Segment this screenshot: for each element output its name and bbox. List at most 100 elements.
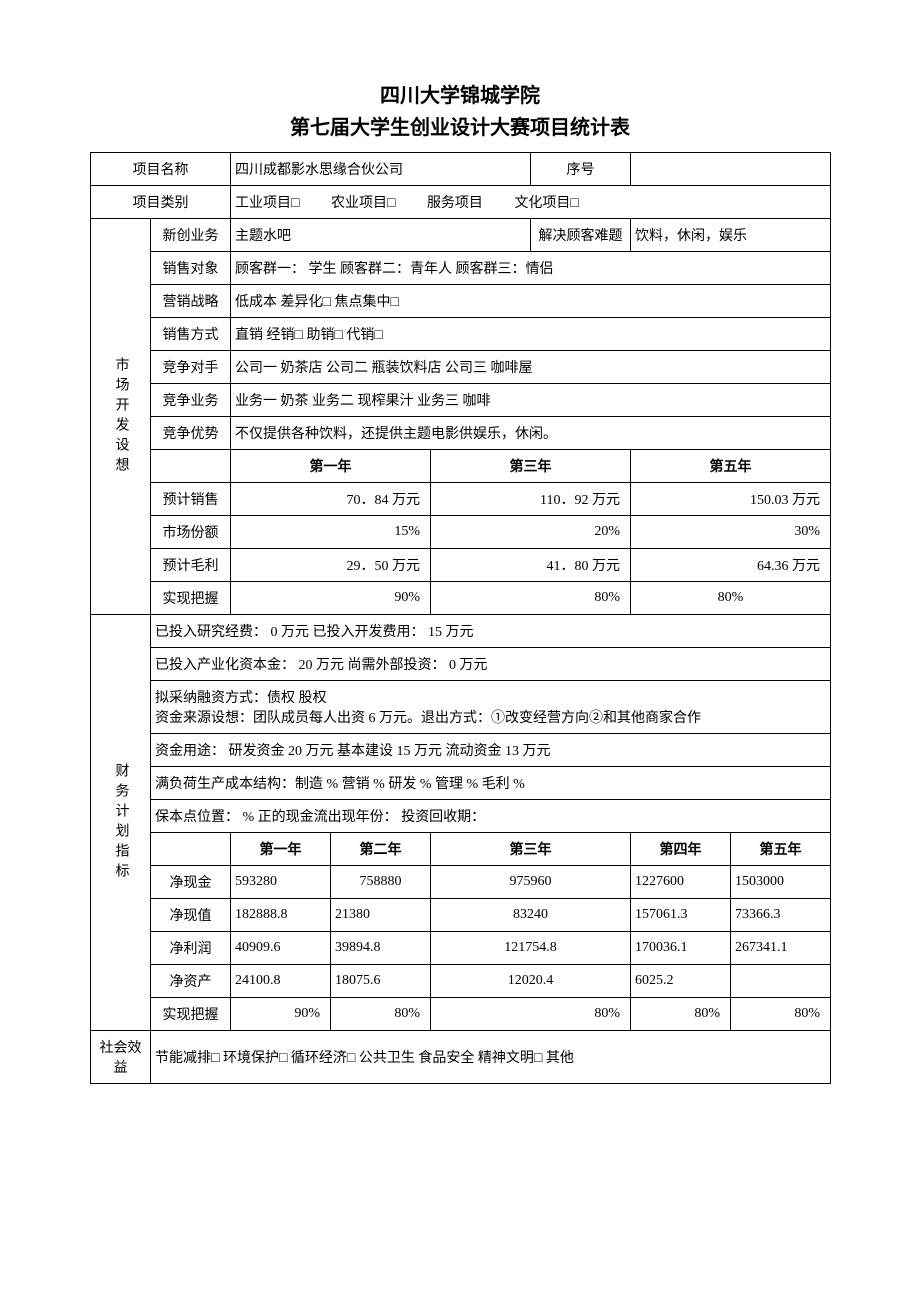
table-row: 社会效益 节能减排□ 环境保护□ 循环经济□ 公共卫生 食品安全 精神文明□ 其…: [91, 1031, 831, 1084]
statistics-table: 项目名称 四川成都影水思缘合伙公司 序号 项目类别 工业项目□ 农业项目□ 服务…: [90, 152, 831, 1084]
table-row: 已投入产业化资本金： 20 万元 尚需外部投资： 0 万元: [91, 648, 831, 681]
net-asset-y2: 18075.6: [331, 965, 431, 998]
mconf-y1: 90%: [231, 582, 431, 615]
project-name-label: 项目名称: [91, 153, 231, 186]
forecast-sales-y1: 70．84 万元: [231, 483, 431, 516]
method-label: 销售方式: [151, 318, 231, 351]
forecast-sales-y3: 110．92 万元: [431, 483, 631, 516]
table-row: 实现把握 90% 80% 80%: [91, 582, 831, 615]
net-profit-y5: 267341.1: [731, 932, 831, 965]
forecast-sales-y5: 150.03 万元: [631, 483, 831, 516]
cat-option: 服务项目: [427, 196, 483, 211]
mconf-y5: 80%: [631, 582, 831, 615]
year1-head: 第一年: [231, 450, 431, 483]
fin-y2-head: 第二年: [331, 833, 431, 866]
gross-y5: 64.36 万元: [631, 549, 831, 582]
table-row: 财务计划指标 已投入研究经费： 0 万元 已投入开发费用： 15 万元: [91, 615, 831, 648]
fin-y1-head: 第一年: [231, 833, 331, 866]
table-row: 市场开发设想 新创业务 主题水吧 解决顾客难题 饮料，休闲，娱乐: [91, 219, 831, 252]
social-value: 节能减排□ 环境保护□ 循环经济□ 公共卫生 食品安全 精神文明□ 其他: [151, 1031, 831, 1084]
share-y1: 15%: [231, 516, 431, 549]
new-biz-value: 主题水吧: [231, 219, 531, 252]
table-row: 竞争对手 公司一 奶茶店 公司二 瓶装饮料店 公司三 咖啡屋: [91, 351, 831, 384]
target-value: 顾客群一： 学生 顾客群二：青年人 顾客群三：情侣: [231, 252, 831, 285]
table-row: 净资产 24100.8 18075.6 12020.4 6025.2: [91, 965, 831, 998]
table-row: 满负荷生产成本结构：制造 % 营销 % 研发 % 管理 % 毛利 %: [91, 767, 831, 800]
npv-y2: 21380: [331, 899, 431, 932]
table-row: 第一年 第三年 第五年: [91, 450, 831, 483]
forecast-sales-label: 预计销售: [151, 483, 231, 516]
net-asset-label: 净资产: [151, 965, 231, 998]
section-finance-label: 财务计划指标: [91, 615, 151, 1031]
table-row: 净现金 593280 758880 975960 1227600 1503000: [91, 866, 831, 899]
fin-y4-head: 第四年: [631, 833, 731, 866]
table-row: 竞争优势 不仅提供各种饮料，还提供主题电影供娱乐，休闲。: [91, 417, 831, 450]
fconf-y4: 80%: [631, 998, 731, 1031]
category-values: 工业项目□ 农业项目□ 服务项目 文化项目□: [231, 186, 831, 219]
table-row: 第一年 第二年 第三年 第四年 第五年: [91, 833, 831, 866]
net-profit-y4: 170036.1: [631, 932, 731, 965]
table-row: 项目类别 工业项目□ 农业项目□ 服务项目 文化项目□: [91, 186, 831, 219]
table-row: 市场份额 15% 20% 30%: [91, 516, 831, 549]
net-asset-y1: 24100.8: [231, 965, 331, 998]
solve-value: 饮料，休闲，娱乐: [631, 219, 831, 252]
gross-y1: 29．50 万元: [231, 549, 431, 582]
finance-row1: 已投入研究经费： 0 万元 已投入开发费用： 15 万元: [151, 615, 831, 648]
net-profit-y1: 40909.6: [231, 932, 331, 965]
mconf-label: 实现把握: [151, 582, 231, 615]
finance-row6: 保本点位置： % 正的现金流出现年份： 投资回收期：: [151, 800, 831, 833]
table-row: 预计销售 70．84 万元 110．92 万元 150.03 万元: [91, 483, 831, 516]
finance-row2: 已投入产业化资本金： 20 万元 尚需外部投资： 0 万元: [151, 648, 831, 681]
competitor-value: 公司一 奶茶店 公司二 瓶装饮料店 公司三 咖啡屋: [231, 351, 831, 384]
net-cash-y3: 975960: [431, 866, 631, 899]
net-cash-y4: 1227600: [631, 866, 731, 899]
fconf-y2: 80%: [331, 998, 431, 1031]
finance-row3b: 资金来源设想：团队成员每人出资 6 万元。退出方式：①改变经营方向②和其他商家合…: [155, 707, 826, 727]
year5-head: 第五年: [631, 450, 831, 483]
cat-option: 工业项目□: [235, 196, 299, 211]
finance-row4: 资金用途： 研发资金 20 万元 基本建设 15 万元 流动资金 13 万元: [151, 734, 831, 767]
npv-y5: 73366.3: [731, 899, 831, 932]
table-row: 净现值 182888.8 21380 83240 157061.3 73366.…: [91, 899, 831, 932]
gross-label: 预计毛利: [151, 549, 231, 582]
cat-option: 农业项目□: [331, 196, 395, 211]
category-label: 项目类别: [91, 186, 231, 219]
finance-row3: 拟采纳融资方式：债权 股权 资金来源设想：团队成员每人出资 6 万元。退出方式：…: [151, 681, 831, 734]
net-asset-y3: 12020.4: [431, 965, 631, 998]
net-cash-y1: 593280: [231, 866, 331, 899]
net-cash-y2: 758880: [331, 866, 431, 899]
gross-y3: 41．80 万元: [431, 549, 631, 582]
fin-y5-head: 第五年: [731, 833, 831, 866]
net-cash-label: 净现金: [151, 866, 231, 899]
table-row: 销售对象 顾客群一： 学生 顾客群二：青年人 顾客群三：情侣: [91, 252, 831, 285]
mconf-y3: 80%: [431, 582, 631, 615]
compbiz-value: 业务一 奶茶 业务二 现榨果汁 业务三 咖啡: [231, 384, 831, 417]
net-profit-y2: 39894.8: [331, 932, 431, 965]
table-row: 保本点位置： % 正的现金流出现年份： 投资回收期：: [91, 800, 831, 833]
share-label: 市场份额: [151, 516, 231, 549]
net-profit-y3: 121754.8: [431, 932, 631, 965]
net-asset-y5: [731, 965, 831, 998]
fconf-y5: 80%: [731, 998, 831, 1031]
competitor-label: 竞争对手: [151, 351, 231, 384]
method-value: 直销 经销□ 助销□ 代销□: [231, 318, 831, 351]
fconf-y1: 90%: [231, 998, 331, 1031]
npv-y4: 157061.3: [631, 899, 731, 932]
new-biz-label: 新创业务: [151, 219, 231, 252]
advantage-label: 竞争优势: [151, 417, 231, 450]
advantage-value: 不仅提供各种饮料，还提供主题电影供娱乐，休闲。: [231, 417, 831, 450]
table-row: 项目名称 四川成都影水思缘合伙公司 序号: [91, 153, 831, 186]
section-market-label: 市场开发设想: [91, 219, 151, 615]
solve-label: 解决顾客难题: [531, 219, 631, 252]
seq-label: 序号: [531, 153, 631, 186]
table-row: 实现把握 90% 80% 80% 80% 80%: [91, 998, 831, 1031]
cat-option: 文化项目□: [514, 196, 578, 211]
table-row: 竞争业务 业务一 奶茶 业务二 现榨果汁 业务三 咖啡: [91, 384, 831, 417]
table-row: 预计毛利 29．50 万元 41．80 万元 64.36 万元: [91, 549, 831, 582]
compbiz-label: 竞争业务: [151, 384, 231, 417]
table-row: 营销战略 低成本 差异化□ 焦点集中□: [91, 285, 831, 318]
finance-row5: 满负荷生产成本结构：制造 % 营销 % 研发 % 管理 % 毛利 %: [151, 767, 831, 800]
fconf-label: 实现把握: [151, 998, 231, 1031]
project-name-value: 四川成都影水思缘合伙公司: [231, 153, 531, 186]
seq-value: [631, 153, 831, 186]
